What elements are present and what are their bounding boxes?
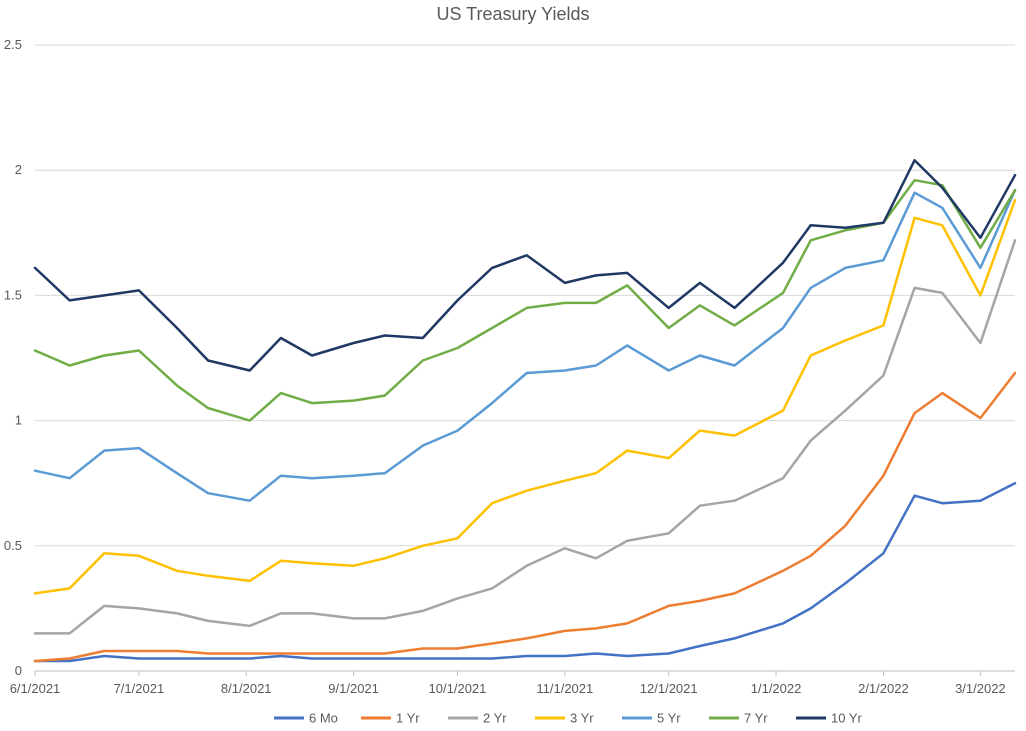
- legend-label-10-yr: 10 Yr: [831, 711, 863, 726]
- x-tick-label: 10/1/2021: [429, 681, 487, 696]
- y-axis: 0 0.5 1 1.5 2 2.5: [4, 37, 22, 678]
- y-tick-label: 1: [15, 413, 22, 428]
- legend-label-7-yr: 7 Yr: [744, 711, 768, 726]
- y-tick-label: 0.5: [4, 538, 22, 553]
- x-tick-label: 6/1/2021: [10, 681, 61, 696]
- series-line-10-yr: [33, 158, 1017, 372]
- series-line-3-yr: [33, 198, 1017, 595]
- series-line-7-yr: [33, 178, 1017, 422]
- series-line-2-yr: [33, 239, 1017, 635]
- x-tick-label: 1/1/2022: [751, 681, 802, 696]
- legend-label-1-yr: 1 Yr: [396, 711, 420, 726]
- y-tick-label: 0: [15, 663, 22, 678]
- x-tick-label: 8/1/2021: [221, 681, 272, 696]
- x-tick-label: 12/1/2021: [640, 681, 698, 696]
- x-tick-label: 3/1/2022: [955, 681, 1006, 696]
- legend-label-2-yr: 2 Yr: [483, 711, 507, 726]
- legend-label-6-mo: 6 Mo: [309, 711, 338, 726]
- legend-label-5-yr: 5 Yr: [657, 711, 681, 726]
- x-axis: 6/1/2021 7/1/2021 8/1/2021 9/1/2021 10/1/202…: [10, 671, 1006, 696]
- gridlines: [35, 44, 1015, 672]
- y-tick-label: 2: [15, 162, 22, 177]
- x-tick-label: 9/1/2021: [328, 681, 379, 696]
- legend-label-3-yr: 3 Yr: [570, 711, 594, 726]
- series-line-5-yr: [33, 188, 1017, 502]
- legend: 6 Mo 1 Yr 2 Yr 3 Yr 5 Yr 7 Yr 10 Yr: [274, 711, 863, 726]
- chart-title: US Treasury Yields: [436, 4, 589, 24]
- series-lines: [33, 158, 1017, 663]
- series-line-1-yr: [33, 371, 1017, 663]
- x-tick-label: 7/1/2021: [114, 681, 165, 696]
- x-tick-label: 2/1/2022: [858, 681, 909, 696]
- y-tick-label: 2.5: [4, 37, 22, 52]
- x-tick-label: 11/1/2021: [536, 681, 593, 696]
- y-tick-label: 1.5: [4, 287, 22, 302]
- series-line-6-mo: [33, 481, 1017, 663]
